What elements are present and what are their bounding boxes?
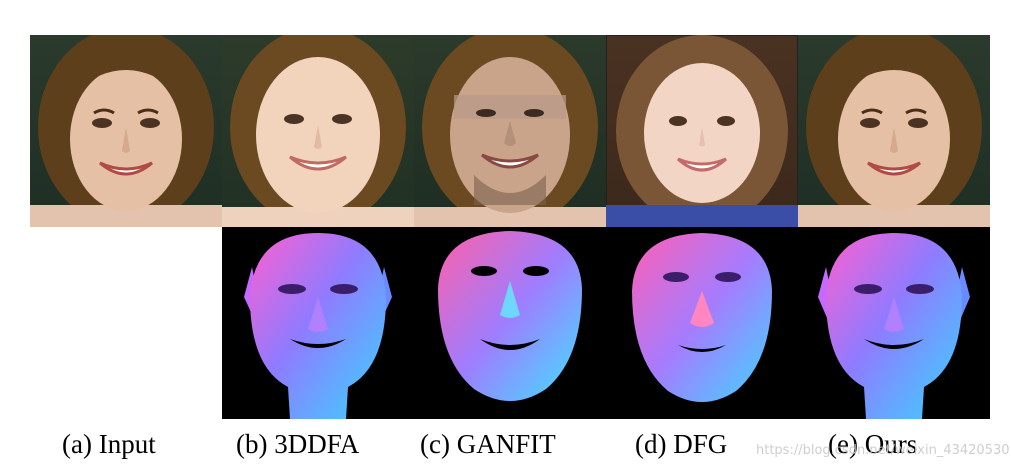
3ddfa-textured [222, 35, 414, 227]
caption-ours: (e) Ours [828, 429, 918, 459]
dfg-normal-render [606, 227, 798, 419]
ganfit-textured [414, 35, 606, 227]
ours-normal-face-image [818, 233, 970, 419]
ganfit-textured-face-image [414, 35, 606, 227]
ganfit-normal-render [414, 227, 606, 419]
caption-ganfit: (c) GANFIT [420, 429, 556, 459]
input-photo [30, 35, 222, 227]
dfg-textured [606, 35, 798, 227]
3ddfa-normal-face-image [244, 233, 392, 419]
caption-dfg: (d) DFG [635, 429, 728, 459]
input-face-image [30, 35, 222, 227]
caption-3ddfa: (b) 3DDFA [236, 429, 360, 459]
caption-input: (a) Input [62, 429, 156, 459]
3ddfa-normal-render [222, 227, 414, 419]
ganfit-normal-face-image [438, 231, 582, 401]
ours-normal-render [798, 227, 990, 419]
ours-textured-face-image [798, 35, 990, 227]
watermark-text: https://blog.csdn.net/weixin_43420530 [756, 443, 1010, 458]
dfg-textured-face-image [606, 35, 798, 227]
ours-textured [798, 35, 990, 227]
3ddfa-textured-face-image [222, 35, 414, 227]
dfg-normal-face-image [632, 233, 772, 402]
